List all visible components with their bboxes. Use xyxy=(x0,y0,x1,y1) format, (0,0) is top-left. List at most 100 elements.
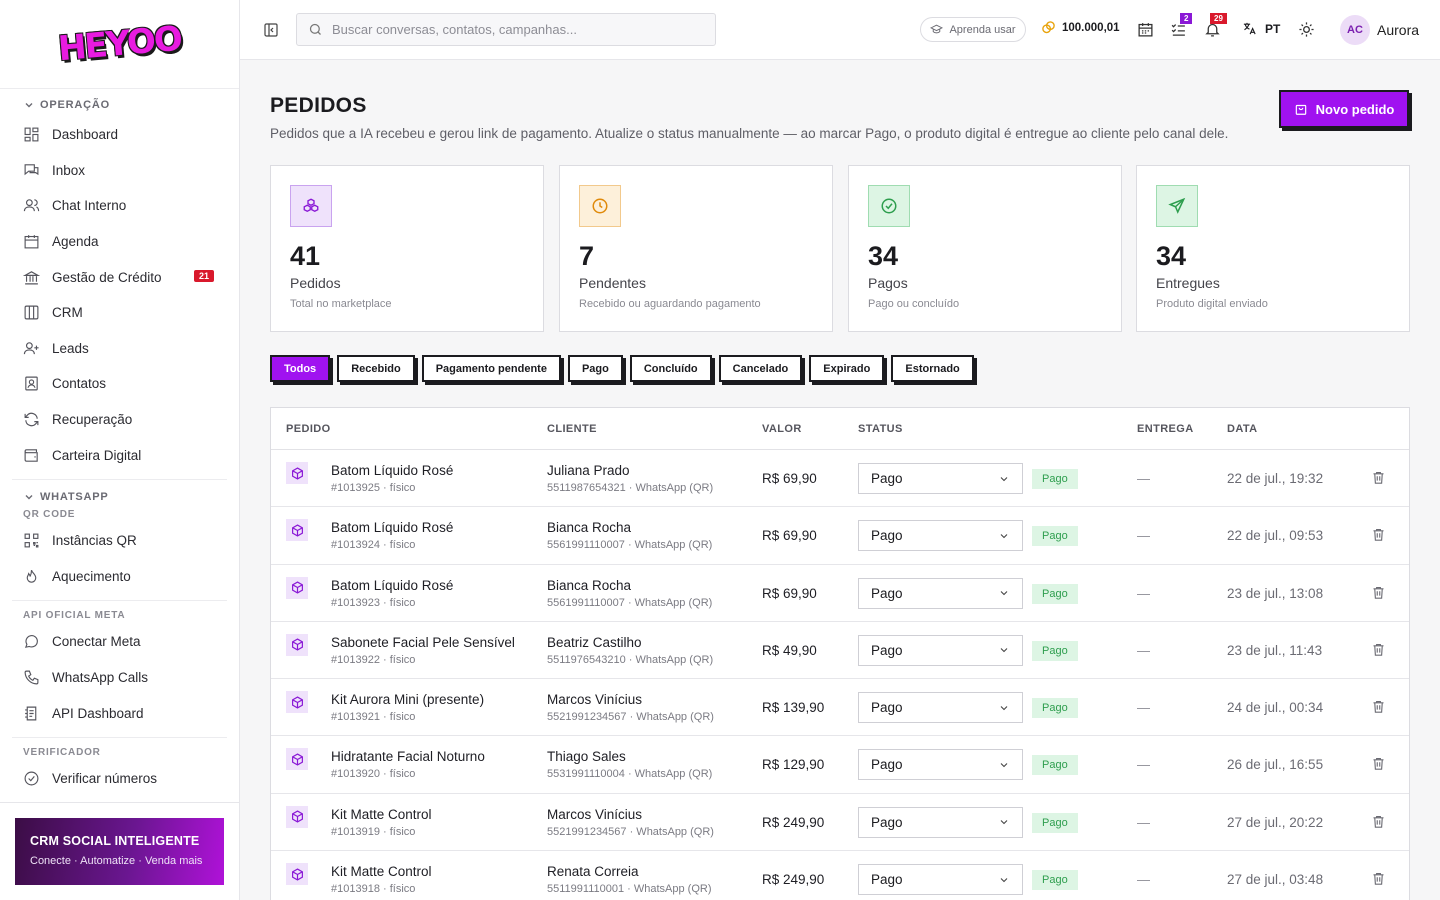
status-select[interactable]: Pago xyxy=(858,749,1023,781)
filter-concluido[interactable]: Concluído xyxy=(629,355,712,382)
order-id: #1013921 · físico xyxy=(331,711,416,724)
status-select-value: Pago xyxy=(871,872,903,888)
sidebar-item-gestao-credito[interactable]: Gestão de Crédito 21 xyxy=(0,259,239,295)
sidebar-item-leads[interactable]: Leads xyxy=(0,331,239,367)
column-header-data: DATA xyxy=(1227,423,1258,435)
graduation-cap-icon xyxy=(930,24,944,34)
product-name[interactable]: Kit Matte Control xyxy=(331,806,432,822)
status-select[interactable]: Pago xyxy=(858,634,1023,666)
credits-display[interactable]: 100.000,01 xyxy=(1041,20,1120,35)
sidebar-item-contatos[interactable]: Contatos xyxy=(0,366,239,402)
sidebar-item-whatsapp-calls[interactable]: WhatsApp Calls xyxy=(0,660,239,696)
sidebar-item-inbox[interactable]: Inbox xyxy=(0,153,239,189)
task-list-icon[interactable] xyxy=(1170,21,1187,38)
trash-icon[interactable] xyxy=(1371,585,1386,600)
client-name[interactable]: Beatriz Castilho xyxy=(547,634,642,650)
order-value: R$ 69,90 xyxy=(762,471,817,486)
table-row[interactable]: Kit Aurora Mini (presente) #1013921 · fí… xyxy=(271,679,1409,737)
trash-icon[interactable] xyxy=(1371,470,1386,485)
bell-icon[interactable] xyxy=(1204,21,1221,38)
check-circle-icon xyxy=(868,185,910,227)
filter-pago[interactable]: Pago xyxy=(567,355,623,382)
product-name[interactable]: Batom Líquido Rosé xyxy=(331,520,454,536)
chevron-down-icon xyxy=(1000,763,1008,768)
sidebar-item-conectar-meta[interactable]: Conectar Meta xyxy=(0,624,239,660)
sidebar-item-carteira[interactable]: Carteira Digital xyxy=(0,437,239,473)
filter-cancelado[interactable]: Cancelado xyxy=(718,355,803,382)
table-row[interactable]: Kit Matte Control #1013919 · físico Marc… xyxy=(271,794,1409,852)
search-box[interactable] xyxy=(296,13,716,46)
user-name[interactable]: Aurora xyxy=(1377,22,1420,38)
status-select[interactable]: Pago xyxy=(858,692,1023,724)
trash-icon[interactable] xyxy=(1371,871,1386,886)
status-select[interactable]: Pago xyxy=(858,864,1023,896)
client-name[interactable]: Bianca Rocha xyxy=(547,577,632,593)
product-name[interactable]: Kit Aurora Mini (presente) xyxy=(331,692,485,708)
trash-icon[interactable] xyxy=(1371,756,1386,771)
sidebar-item-crm[interactable]: CRM xyxy=(0,295,239,331)
table-row[interactable]: Batom Líquido Rosé #1013923 · físico Bia… xyxy=(271,565,1409,622)
sidebar-item-label: Recuperação xyxy=(52,412,133,428)
stat-label: Entregues xyxy=(1156,275,1220,291)
stat-card-pendentes: 7 Pendentes Recebido ou aguardando pagam… xyxy=(559,165,833,332)
count-badge: 21 xyxy=(194,270,215,283)
section-whatsapp[interactable]: WHATSAPP xyxy=(24,489,239,505)
table-row[interactable]: Batom Líquido Rosé #1013924 · físico Bia… xyxy=(271,507,1409,565)
filter-pagamento-pendente[interactable]: Pagamento pendente xyxy=(421,355,561,382)
trash-icon[interactable] xyxy=(1371,527,1386,542)
table-row[interactable]: Sabonete Facial Pele Sensível #1013922 ·… xyxy=(271,622,1409,680)
client-name[interactable]: Juliana Prado xyxy=(547,463,630,478)
sidebar-item-api-dashboard[interactable]: API Dashboard xyxy=(0,695,239,731)
sidebar-item-agenda[interactable]: Agenda xyxy=(0,224,239,260)
client-name[interactable]: Marcos Vinícius xyxy=(547,692,643,708)
section-operacao[interactable]: OPERAÇÃO xyxy=(24,97,239,113)
status-select[interactable]: Pago xyxy=(858,520,1023,552)
logo[interactable]: HEYOO xyxy=(0,0,239,89)
learn-button[interactable]: Aprenda usar xyxy=(920,17,1026,42)
stat-value: 41 xyxy=(290,241,321,271)
product-name[interactable]: Batom Líquido Rosé xyxy=(331,463,454,478)
sidebar-item-instancias-qr[interactable]: Instâncias QR xyxy=(0,523,239,559)
trash-icon[interactable] xyxy=(1371,699,1386,714)
filter-todos[interactable]: Todos xyxy=(270,355,331,382)
package-icon xyxy=(286,805,308,828)
sidebar-item-dashboard[interactable]: Dashboard xyxy=(0,117,239,153)
new-order-button[interactable]: Novo pedido xyxy=(1279,90,1409,128)
sidebar-item-recuperacao[interactable]: Recuperação xyxy=(0,402,239,438)
product-name[interactable]: Kit Matte Control xyxy=(331,864,432,880)
promo-banner[interactable]: CRM SOCIAL INTELIGENTE Conecte · Automat… xyxy=(15,818,224,885)
client-name[interactable]: Thiago Sales xyxy=(547,749,626,765)
filter-expirado[interactable]: Expirado xyxy=(809,355,885,382)
sidebar-item-label: Inbox xyxy=(52,162,86,178)
sun-icon[interactable] xyxy=(1298,21,1315,38)
product-name[interactable]: Hidratante Facial Noturno xyxy=(331,749,485,765)
table-header: PEDIDO CLIENTE VALOR STATUS ENTREGA DATA xyxy=(271,408,1409,450)
chevron-down-icon xyxy=(1000,877,1008,882)
client-name[interactable]: Marcos Vinícius xyxy=(547,806,643,822)
product-name[interactable]: Sabonete Facial Pele Sensível xyxy=(331,634,515,650)
search-input[interactable] xyxy=(332,22,692,37)
client-name[interactable]: Bianca Rocha xyxy=(547,520,632,536)
trash-icon[interactable] xyxy=(1371,814,1386,829)
table-row[interactable]: Batom Líquido Rosé #1013925 · físico Jul… xyxy=(271,450,1409,508)
sidebar-item-label: Carteira Digital xyxy=(52,447,142,463)
filter-recebido[interactable]: Recebido xyxy=(337,355,415,382)
refresh-icon xyxy=(24,412,39,427)
status-select[interactable]: Pago xyxy=(858,577,1023,609)
sidebar-item-aquecimento[interactable]: Aquecimento xyxy=(0,559,239,595)
language-switcher[interactable]: PT xyxy=(1242,21,1280,36)
client-name[interactable]: Renata Correia xyxy=(547,864,639,880)
calendar-icon[interactable] xyxy=(1137,21,1154,38)
sidebar-collapse-icon[interactable] xyxy=(263,22,279,38)
product-name[interactable]: Batom Líquido Rosé xyxy=(331,577,454,593)
status-badge: Pago xyxy=(1032,698,1078,719)
avatar[interactable]: AC xyxy=(1340,15,1370,45)
status-select[interactable]: Pago xyxy=(858,806,1023,838)
status-select[interactable]: Pago xyxy=(858,463,1023,494)
sidebar-item-verificar-numeros[interactable]: Verificar números xyxy=(0,761,239,797)
trash-icon[interactable] xyxy=(1371,642,1386,657)
table-row[interactable]: Hidratante Facial Noturno #1013920 · fís… xyxy=(271,736,1409,794)
table-row[interactable]: Kit Matte Control #1013918 · físico Rena… xyxy=(271,851,1409,900)
filter-estornado[interactable]: Estornado xyxy=(891,355,974,382)
sidebar-item-chat-interno[interactable]: Chat Interno xyxy=(0,188,239,224)
